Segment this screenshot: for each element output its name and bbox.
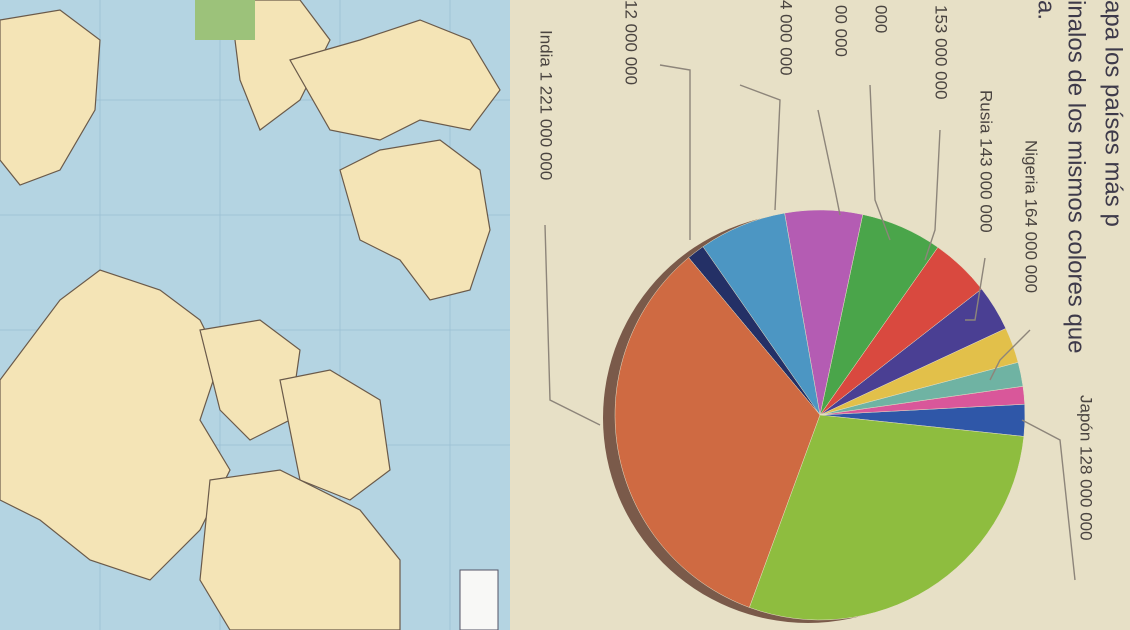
pie-label: Rusia 143 000 000 bbox=[977, 90, 996, 233]
map-box bbox=[459, 569, 499, 630]
pie-label: 000 bbox=[872, 5, 891, 33]
pie-label: 00 000 bbox=[832, 5, 851, 57]
pie-label: 12 000 000 bbox=[622, 0, 641, 85]
leader-lines bbox=[544, 64, 1076, 581]
pie-label: India 1 221 000 000 bbox=[537, 30, 556, 180]
pie-slice bbox=[749, 414, 1025, 621]
map-region bbox=[195, 0, 255, 40]
pie-label: Nigeria 164 000 000 bbox=[1022, 140, 1041, 293]
header-line: apa los países más p bbox=[1100, 0, 1127, 227]
pie-label: Japón 128 000 000 bbox=[1077, 395, 1096, 541]
map-land bbox=[0, 0, 501, 630]
pie-label: 153 000 000 bbox=[932, 5, 951, 100]
header-line: inalos de los mismos colores que bbox=[1063, 0, 1090, 354]
pie-chart bbox=[614, 209, 1026, 621]
header-line: a. bbox=[1033, 0, 1060, 20]
pie-slice bbox=[614, 257, 821, 608]
pie-label: 4 000 000 bbox=[777, 0, 796, 76]
